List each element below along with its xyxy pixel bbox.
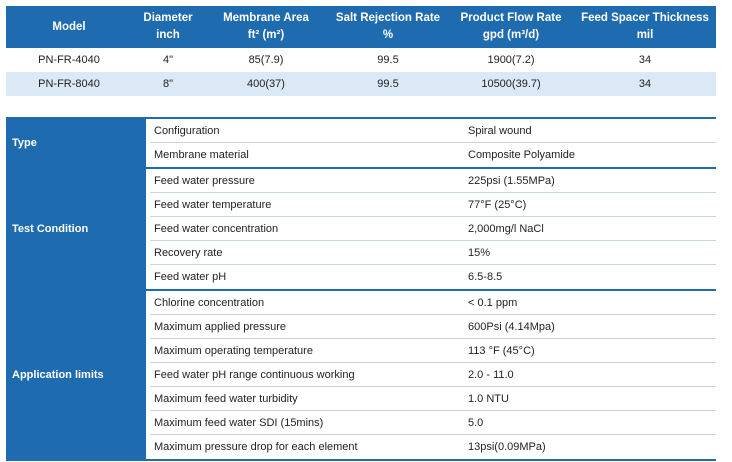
- spec-key: Feed water pH range continuous working: [154, 368, 355, 381]
- group-label: Test Condition: [6, 169, 146, 289]
- spec-table: Type Configuration Spiral wound Membrane…: [6, 117, 716, 461]
- spec-row: Feed water pH range continuous working 2…: [150, 363, 716, 387]
- group-label: Type: [6, 119, 146, 167]
- spec-row: Maximum applied pressure 600Psi (4.14Mpa…: [150, 315, 716, 339]
- spec-value: Spiral wound: [468, 124, 532, 137]
- cell-salt-rejection: 99.5: [377, 54, 399, 66]
- header-membrane-area: Membrane Area ft² (m²): [223, 12, 309, 41]
- spec-key: Maximum feed water turbidity: [154, 392, 298, 405]
- models-table: Model Diameter inch Membrane Area ft² (m…: [6, 6, 716, 96]
- spec-key: Maximum operating temperature: [154, 344, 313, 357]
- spec-row: Maximum operating temperature 113 °F (45…: [150, 339, 716, 363]
- models-table-header: Model Diameter inch Membrane Area ft² (m…: [6, 6, 716, 48]
- spec-row: Maximum feed water turbidity 1.0 NTU: [150, 387, 716, 411]
- group-application-limits: Application limits Chlorine concentratio…: [6, 291, 716, 459]
- cell-feed-spacer: 34: [638, 78, 652, 90]
- spec-value: 6.5-8.5: [468, 271, 503, 283]
- cell-membrane-area: 400(37): [247, 78, 285, 90]
- spec-key: Membrane material: [154, 149, 249, 161]
- spec-value: 225psi (1.55MPa): [468, 174, 555, 187]
- cell-model: PN-FR-4040: [38, 54, 100, 66]
- spec-row: Recovery rate 15%: [150, 241, 716, 265]
- spec-value: 113 °F (45°C): [468, 344, 535, 357]
- spec-value: 2,000mg/l NaCl: [468, 222, 544, 235]
- cell-membrane-area: 85(7.9): [248, 54, 284, 66]
- spec-key: Feed water pH: [154, 271, 227, 283]
- cell-diameter: 4": [162, 54, 174, 66]
- spec-row: Membrane material Composite Polyamide: [150, 143, 716, 167]
- spec-row: Chlorine concentration < 0.1 ppm: [150, 291, 716, 315]
- table-row: PN-FR-4040 4" 85(7.9) 99.5 1900(7.2) 34: [6, 48, 716, 72]
- header-salt-rejection: Salt Rejection Rate %: [335, 12, 441, 41]
- cell-feed-spacer: 34: [638, 54, 652, 66]
- spec-value: 15%: [468, 246, 491, 259]
- spec-row: Maximum pressure drop for each element 1…: [150, 435, 716, 459]
- cell-product-flow: 1900(7.2): [487, 54, 535, 66]
- spec-value: 1.0 NTU: [468, 392, 509, 405]
- spec-key: Maximum pressure drop for each element: [154, 441, 358, 453]
- spec-row: Maximum feed water SDI (15mins) 5.0: [150, 411, 716, 435]
- spec-key: Recovery rate: [154, 246, 223, 259]
- spec-value: 77°F (25°C): [468, 198, 527, 211]
- group-rows: Configuration Spiral wound Membrane mate…: [150, 119, 716, 167]
- spec-value: 13psi(0.09MPa): [468, 441, 546, 453]
- header-diameter: Diameter inch: [143, 12, 193, 41]
- group-divider: [6, 289, 716, 291]
- cell-diameter: 8": [162, 78, 174, 90]
- spec-key: Feed water concentration: [154, 222, 279, 235]
- group-label: Application limits: [6, 291, 146, 459]
- spec-row: Feed water concentration 2,000mg/l NaCl: [150, 217, 716, 241]
- group-rows: Chlorine concentration < 0.1 ppm Maximum…: [150, 291, 716, 459]
- spec-key: Maximum applied pressure: [154, 320, 287, 333]
- cell-model: PN-FR-8040: [38, 78, 100, 90]
- spec-value: 5.0: [468, 416, 484, 429]
- spec-row: Feed water temperature 77°F (25°C): [150, 193, 716, 217]
- spec-value: 600Psi (4.14Mpa): [468, 320, 555, 333]
- cell-product-flow: 10500(39.7): [481, 78, 541, 90]
- group-rows: Feed water pressure 225psi (1.55MPa) Fee…: [150, 169, 716, 289]
- header-feed-spacer: Feed Spacer Thickness mil: [581, 12, 709, 41]
- spec-row: Feed water pressure 225psi (1.55MPa): [150, 169, 716, 193]
- spec-value: < 0.1 ppm: [468, 296, 518, 309]
- header-model: Model: [52, 20, 86, 33]
- spec-key: Feed water temperature: [154, 198, 272, 211]
- cell-salt-rejection: 99.5: [377, 78, 399, 90]
- spec-value: Composite Polyamide: [468, 149, 575, 161]
- group-type: Type Configuration Spiral wound Membrane…: [6, 119, 716, 167]
- table-row: PN-FR-8040 8" 400(37) 99.5 10500(39.7) 3…: [6, 72, 716, 96]
- spec-row: Configuration Spiral wound: [150, 119, 716, 143]
- spec-key: Configuration: [154, 124, 220, 137]
- spec-key: Feed water pressure: [154, 174, 255, 187]
- spec-row: Feed water pH 6.5-8.5: [150, 265, 716, 289]
- spec-key: Chlorine concentration: [154, 296, 265, 309]
- group-test-condition: Test Condition Feed water pressure 225ps…: [6, 169, 716, 289]
- spec-key: Maximum feed water SDI (15mins): [154, 416, 324, 429]
- group-divider: [6, 167, 716, 169]
- header-product-flow: Product Flow Rate gpd (m³/d): [460, 12, 562, 41]
- spec-value: 2.0 - 11.0: [468, 368, 514, 381]
